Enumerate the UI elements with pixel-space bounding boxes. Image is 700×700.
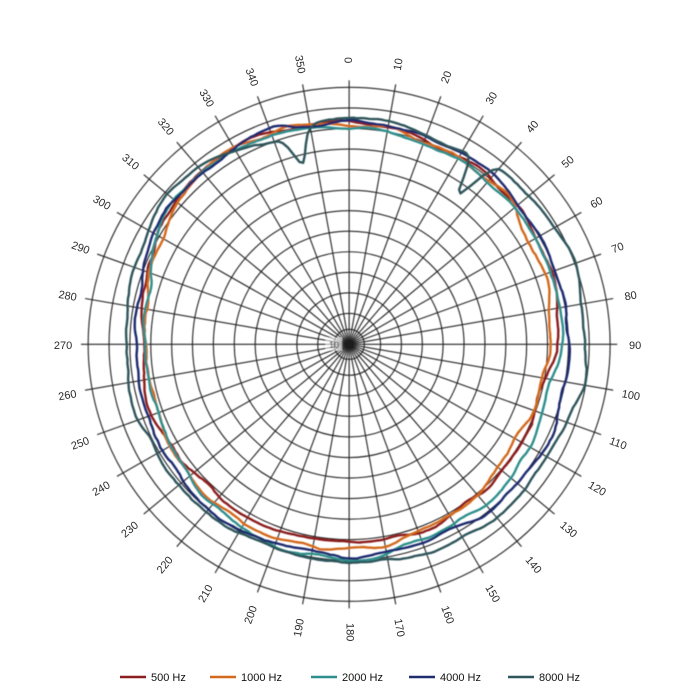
svg-text:0: 0 — [343, 57, 355, 63]
svg-text:10: 10 — [392, 57, 406, 71]
svg-text:20: 20 — [439, 70, 454, 86]
svg-text:190: 190 — [292, 618, 307, 638]
svg-text:2000 Hz: 2000 Hz — [342, 672, 383, 684]
svg-text:500 Hz: 500 Hz — [151, 672, 186, 684]
svg-text:8000 Hz: 8000 Hz — [539, 672, 580, 684]
svg-text:260: 260 — [57, 388, 77, 403]
svg-text:110: 110 — [608, 435, 629, 452]
svg-text:80: 80 — [624, 289, 638, 303]
svg-text:90: 90 — [629, 340, 641, 352]
svg-text:170: 170 — [391, 618, 406, 638]
svg-text:350: 350 — [292, 54, 307, 74]
svg-text:4000 Hz: 4000 Hz — [440, 672, 481, 684]
svg-text:100: 100 — [621, 388, 641, 403]
svg-text:160: 160 — [438, 604, 456, 625]
svg-text:250: 250 — [70, 435, 91, 453]
svg-text:200: 200 — [242, 604, 260, 625]
svg-text:10: 10 — [329, 340, 339, 350]
svg-text:30: 30 — [484, 90, 501, 107]
svg-text:290: 290 — [70, 240, 91, 258]
svg-text:280: 280 — [57, 289, 77, 304]
svg-text:180: 180 — [343, 623, 355, 641]
svg-text:340: 340 — [243, 67, 261, 88]
svg-text:60: 60 — [588, 195, 605, 212]
svg-text:1000 Hz: 1000 Hz — [241, 672, 282, 684]
svg-text:270: 270 — [54, 340, 72, 352]
svg-text:70: 70 — [610, 241, 626, 256]
